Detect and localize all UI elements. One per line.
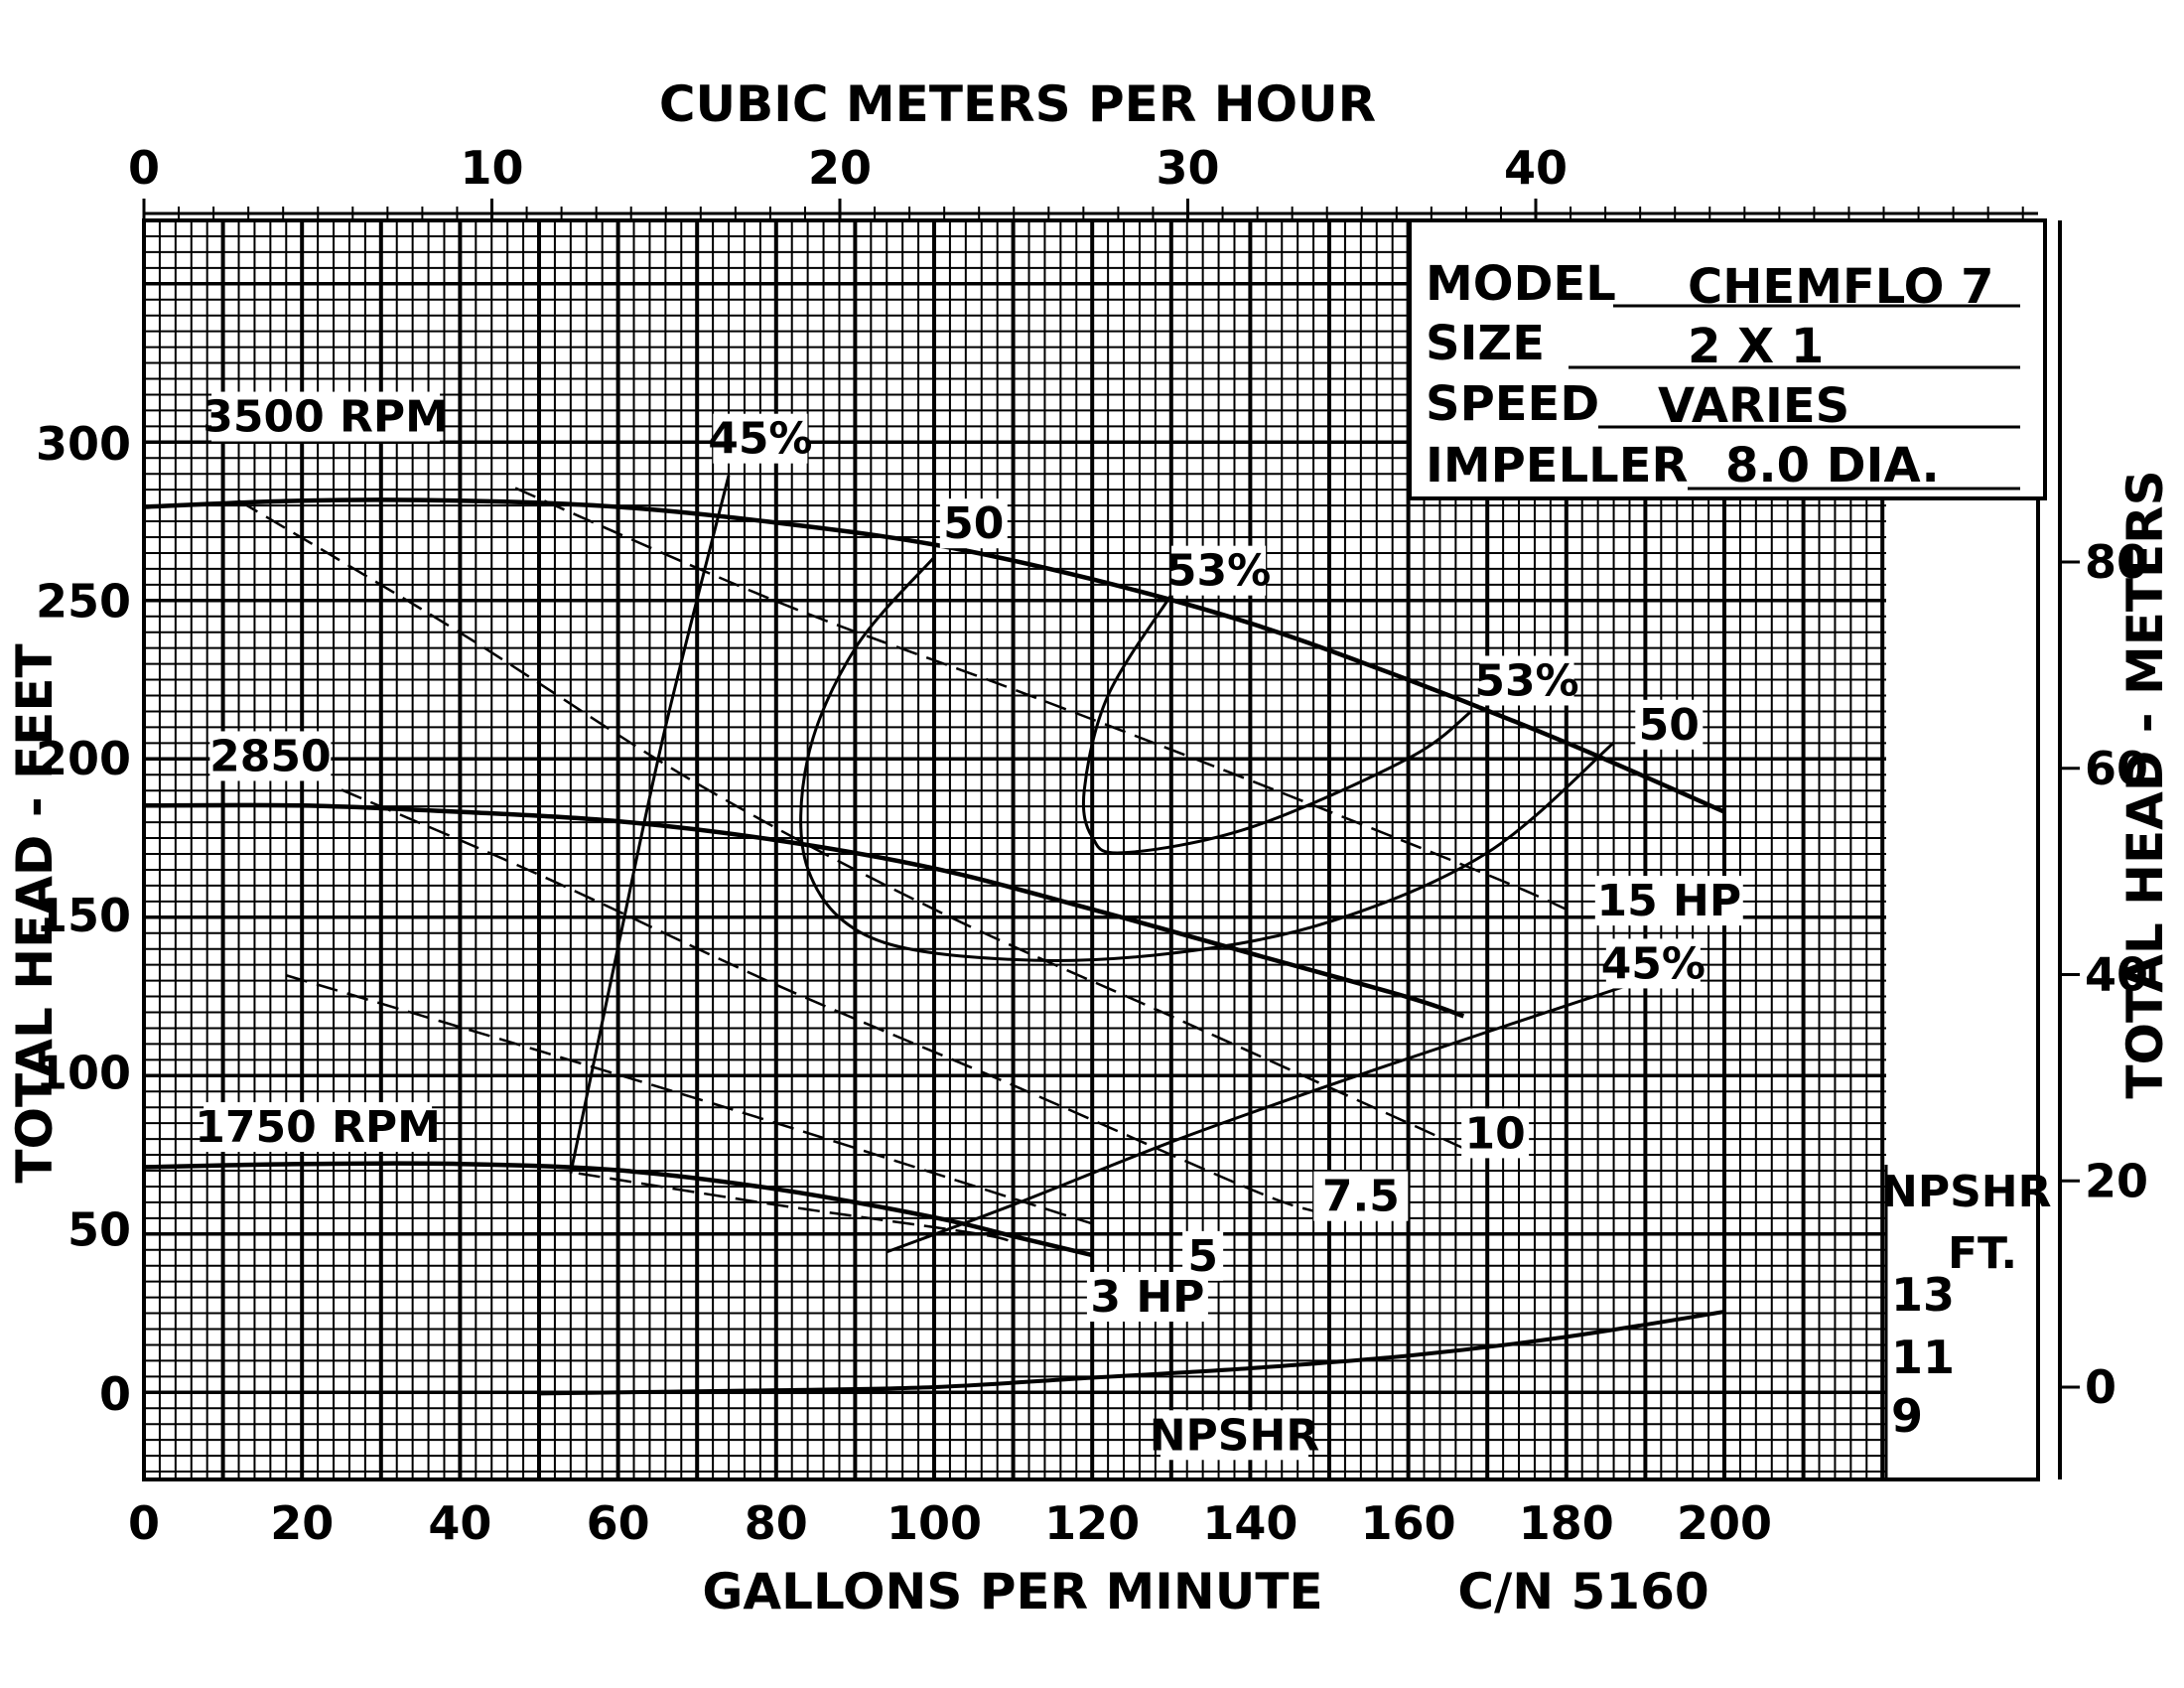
curve-label-bg — [211, 391, 441, 442]
npshr-tick-9: 9 — [1891, 1389, 1923, 1443]
curve-power-10 — [341, 788, 1314, 1212]
curve-label-efficiency: 50 — [1639, 700, 1700, 751]
curve-power-11 — [285, 974, 1093, 1225]
model-label: MODEL — [1426, 256, 1616, 312]
impeller-label: IMPELLER — [1426, 438, 1689, 493]
curve-efficiency-4 — [569, 475, 731, 1175]
speed-label: SPEED — [1426, 376, 1599, 432]
size-value: 2 X 1 — [1688, 319, 1824, 374]
curve-label-efficiency: 45% — [708, 414, 812, 465]
y-tick-label: 200 — [36, 732, 131, 785]
top-axis-title: CUBIC METERS PER HOUR — [659, 75, 1376, 133]
curve-head-1 — [143, 802, 1465, 1019]
y2-tick-label: 80 — [2085, 535, 2148, 589]
curve-power-8 — [514, 487, 1568, 911]
curve-label-efficiency: 45% — [1601, 938, 1706, 989]
y-tick-label: 150 — [36, 889, 131, 942]
x2-tick-label: 30 — [1157, 141, 1220, 195]
curve-label-bg — [713, 413, 808, 464]
y-tick-label: 300 — [36, 417, 131, 471]
curve-label-power: 3 HP — [1090, 1272, 1204, 1323]
curve-label-bg — [1635, 699, 1704, 750]
y2-tick-label: 40 — [2085, 948, 2148, 1002]
curve-head-2 — [143, 1161, 1093, 1258]
curve-label-bg — [1171, 545, 1267, 596]
npshr-scale-unit: FT. — [1948, 1228, 2017, 1279]
x-tick-label: 0 — [128, 1496, 160, 1550]
x2-tick-label: 20 — [808, 141, 872, 195]
curve-label-bg — [1160, 1410, 1308, 1461]
bottom-axis-title: GALLONS PER MINUTE — [702, 1563, 1322, 1620]
curve-labels: 3500 RPM 2850 1750 RPM NPSHR 45% 50 53% 53% 50 45… — [195, 391, 1743, 1461]
x2-tick-label: 0 — [128, 141, 160, 195]
npshr-scale: NPSHR FT. 13 11 9 — [1881, 1167, 2051, 1443]
curve-label-bg — [1313, 1171, 1409, 1221]
y2-tick-label: 0 — [2085, 1360, 2116, 1414]
y-tick-label: 250 — [36, 575, 131, 629]
x-tick-label: 180 — [1519, 1496, 1614, 1550]
npshr-tick-11: 11 — [1891, 1331, 1955, 1384]
curve-power-12 — [578, 1172, 1014, 1244]
curve-label-bg — [1086, 1272, 1208, 1323]
y-tick-label: 0 — [99, 1367, 131, 1421]
curve-label-bg — [939, 498, 1008, 549]
x2-tick-label: 10 — [460, 141, 523, 195]
curve-label-power: 10 — [1465, 1108, 1526, 1159]
curve-label-bg — [204, 1102, 433, 1153]
curve-label-head: 3500 RPM — [203, 392, 449, 443]
curve-label-npshr: NPSHR — [1150, 1410, 1319, 1461]
curve-label-bg — [1479, 655, 1574, 706]
curve-label-bg — [1594, 876, 1743, 926]
size-label: SIZE — [1426, 316, 1545, 371]
catalog-number: C/N 5160 — [1457, 1563, 1708, 1620]
impeller-value: 8.0 DIA. — [1725, 438, 1940, 493]
left-axis-title: TOTAL HEAD - FEET — [6, 643, 64, 1183]
x-tick-label: 200 — [1677, 1496, 1772, 1550]
curve-label-bg — [1605, 938, 1701, 989]
x-tick-label: 120 — [1044, 1496, 1140, 1550]
curve-npshr-3 — [538, 1310, 1725, 1396]
pump-info-box: MODEL CHEMFLO 7 SIZE 2 X 1 SPEED VARIES … — [1408, 218, 2047, 500]
x-tick-label: 100 — [887, 1496, 982, 1550]
curve-efficiency-6 — [1081, 594, 1473, 855]
curve-label-efficiency: 50 — [943, 498, 1004, 549]
x-tick-label: 60 — [587, 1496, 650, 1550]
plot-frame — [142, 218, 2040, 1481]
curve-power-9 — [237, 499, 1464, 1150]
y-tick-label: 50 — [68, 1203, 131, 1257]
x-tick-label: 80 — [745, 1496, 808, 1550]
x-tick-label: 160 — [1361, 1496, 1456, 1550]
speed-value: VARIES — [1658, 378, 1849, 434]
y2-tick-label: 60 — [2085, 742, 2148, 795]
curve-label-bg — [1461, 1108, 1530, 1159]
x-tick-label: 20 — [270, 1496, 334, 1550]
x2-tick-label: 40 — [1504, 141, 1568, 195]
npshr-scale-title: NPSHR — [1881, 1167, 2051, 1217]
curve-label-bg — [209, 731, 332, 781]
curve-label-efficiency: 53% — [1166, 546, 1271, 597]
curve-label-power: 7.5 — [1322, 1172, 1400, 1222]
curve-label-power: 15 HP — [1596, 876, 1741, 926]
y-tick-label: 100 — [36, 1046, 131, 1099]
x-tick-label: 40 — [428, 1496, 491, 1550]
curve-label-head: 2850 — [209, 731, 331, 781]
npshr-tick-13: 13 — [1891, 1268, 1955, 1322]
y2-tick-label: 20 — [2085, 1154, 2148, 1207]
right-axis-title: TOTAL HEAD - METERS — [2116, 470, 2174, 1098]
curve-efficiency-5 — [799, 556, 1615, 962]
x-tick-label: 140 — [1202, 1496, 1297, 1550]
curve-label-efficiency: 53% — [1474, 655, 1578, 706]
curve-label-head: 1750 RPM — [195, 1102, 441, 1153]
curve-efficiency-7 — [886, 983, 1630, 1254]
